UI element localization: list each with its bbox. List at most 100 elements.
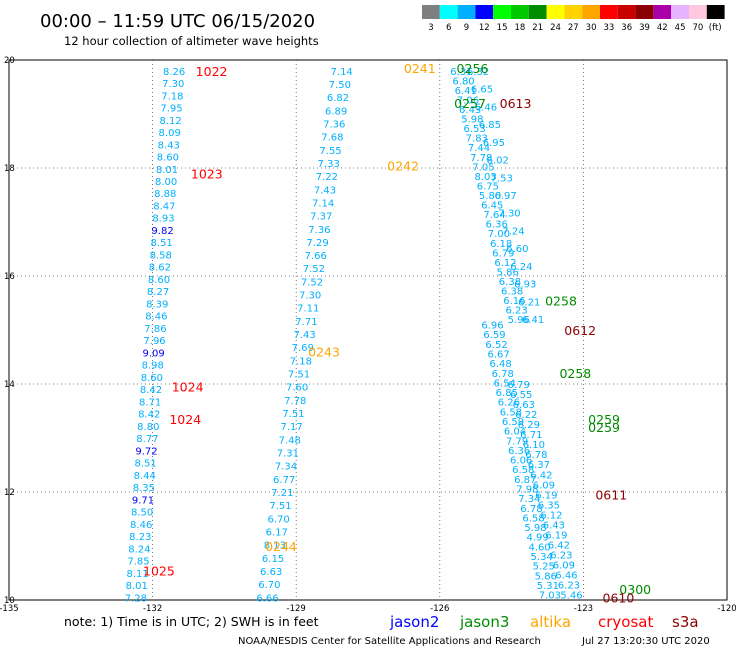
wave-height-value: 7.30: [299, 291, 321, 302]
wave-height-value: 6.55: [510, 390, 532, 401]
map-subtitle: 12 hour collection of altimeter wave hei…: [64, 34, 319, 48]
wave-height-value: 9.09: [143, 348, 165, 359]
pass-time-label: 0259: [588, 420, 620, 435]
wave-height-value: 6.06: [510, 456, 532, 467]
legend-swatch: [635, 5, 654, 19]
wave-height-value: 7.44: [468, 143, 490, 154]
wave-height-value: 6.52: [485, 340, 507, 351]
wave-height-value: 6.95: [483, 138, 505, 149]
wave-height-value: 6.78: [520, 504, 542, 515]
legend-swatch: [439, 5, 458, 19]
wave-height-value: 6.35: [538, 500, 560, 511]
latitude-tick-label: 18: [4, 164, 15, 174]
satellite-legend-cryosat: cryosat: [598, 613, 653, 631]
wave-height-value: 8.46: [130, 520, 152, 531]
pass-time-label: 0258: [559, 366, 591, 381]
wave-height-value: 6.15: [262, 554, 284, 565]
wave-height-value: 6.85: [479, 120, 501, 131]
wave-height-value: 6.41: [455, 86, 477, 97]
wave-height-value: 6.78: [525, 450, 547, 461]
legend-swatch: [422, 5, 440, 19]
legend-swatch: [493, 5, 511, 19]
wave-height-value: 7.52: [303, 264, 325, 275]
wave-height-value: 6.24: [510, 262, 532, 273]
legend-label: 6: [446, 23, 451, 33]
footer-date: Jul 27 13:20:30 UTC 2020: [581, 636, 710, 647]
pass-time-label: 1023: [191, 166, 223, 181]
legend-label: 9: [464, 23, 469, 33]
wave-height-value: 7.21: [271, 488, 293, 499]
wave-height-value: 8.51: [135, 459, 157, 470]
legend-label: 45: [675, 23, 686, 33]
wave-height-value: 6.23: [550, 550, 572, 561]
longitude-tick-label: -132: [143, 604, 162, 614]
wave-height-value: 5.86: [497, 267, 519, 278]
wave-height-value: 6.65: [471, 85, 493, 96]
wave-height-value: 8.39: [146, 299, 168, 310]
wave-height-value: 6.29: [518, 420, 540, 431]
wave-height-value: 7.30: [498, 209, 520, 220]
axis-tick-labels: -135 -132 -129 -126 -123 -120 10 12 14 16 18 20: [0, 56, 737, 614]
wave-height-value: 7.34: [518, 494, 540, 505]
wave-height-value: 5.98: [524, 523, 546, 534]
wave-height-value: 8.03: [475, 172, 497, 183]
wave-height-value: 7.68: [321, 133, 343, 144]
wave-height-value: 7.66: [305, 251, 327, 262]
wave-height-value: 6.48: [490, 359, 512, 370]
satellite-track-jason3: 6.796.556.636.226.296.716.106.786.376.42…: [508, 380, 583, 602]
satellite-track-altika: 7.14 7.50 6.82 6.89 7.36 7.68 7.55 7.33 7.22 7.43…: [256, 67, 353, 604]
wave-height-value: 6.67: [487, 350, 509, 361]
wave-height-value: 6.79: [508, 380, 530, 391]
legend-label: 12: [479, 23, 490, 33]
wave-height-value: 6.71: [520, 430, 542, 441]
wave-height-value: 8.71: [139, 397, 161, 408]
longitude-tick-label: -120: [717, 604, 736, 614]
wave-height-value: 5.25: [533, 562, 555, 573]
wave-height-value: 7.86: [144, 324, 166, 335]
wave-height-value: 6.58: [522, 513, 544, 524]
wave-height-value: 6.32: [467, 67, 489, 78]
satellite-track-jason3: 6.966.596.526.676.486.786.546.856.266.58…: [481, 321, 561, 602]
wave-height-value: 7.51: [288, 370, 310, 381]
legend-label: 3: [428, 23, 433, 33]
latitude-tick-label: 16: [4, 272, 15, 282]
legend-label: 36: [621, 23, 632, 33]
legend-swatch: [457, 5, 476, 19]
wave-height-value: 6.82: [327, 93, 349, 104]
wave-height-value: 7.71: [295, 317, 317, 328]
wave-height-value: 6.80: [452, 76, 474, 87]
wave-height-value: 6.38: [501, 287, 523, 298]
wave-height-value: 6.10: [523, 440, 545, 451]
wave-height-value: 8.23: [129, 532, 151, 543]
wave-height-value: 6.45: [481, 201, 503, 212]
wave-height-value: 7.60: [286, 383, 308, 394]
longitude-tick-label: -126: [430, 604, 449, 614]
legend-swatch: [511, 5, 529, 19]
wave-height-value: 7.14: [331, 67, 353, 78]
wave-height-value: 8.43: [158, 140, 180, 151]
wave-height-value: 6.63: [260, 567, 282, 578]
latitude-tick-label: 10: [4, 596, 15, 606]
satellite-legend-s3a: s3a: [672, 613, 699, 631]
wave-height-value: 7.28: [125, 593, 147, 604]
longitude-tick-label: -129: [287, 604, 306, 614]
wave-height-value: 7.79: [506, 436, 528, 447]
wave-height-value: 7.48: [279, 435, 301, 446]
legend-swatch: [546, 5, 565, 19]
wave-height-value: 8.80: [137, 422, 159, 433]
footer-note: note: 1) Time is in UTC; 2) SWH is in fe…: [64, 614, 319, 629]
wave-height-value: 6.70: [267, 514, 289, 525]
pass-time-label: 0611: [595, 488, 627, 503]
wave-height-value: 6.31: [450, 67, 472, 78]
legend-label: 15: [497, 23, 508, 33]
wave-height-value: 8.24: [128, 544, 150, 555]
wave-height-value: 6.78: [492, 369, 514, 380]
legend-swatch: [617, 5, 636, 19]
wave-height-value: 7.18: [161, 91, 183, 102]
satellite-tracks: 8.267.307.187.958.128.098.438.608.018.00…: [125, 67, 583, 604]
wave-height-value: 7.78: [470, 153, 492, 164]
legend-swatch: [653, 5, 672, 19]
wave-height-value: 8.42: [140, 385, 162, 396]
wave-height-value: 8.77: [136, 434, 158, 445]
wave-height-value: 7.33: [318, 159, 340, 170]
